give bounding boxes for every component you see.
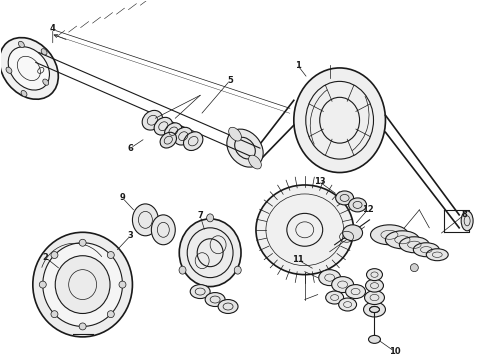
Ellipse shape	[51, 311, 58, 318]
Text: 1: 1	[295, 61, 301, 70]
Ellipse shape	[8, 47, 49, 90]
Ellipse shape	[33, 232, 132, 337]
Ellipse shape	[6, 67, 12, 73]
Ellipse shape	[369, 306, 379, 312]
Text: 3: 3	[127, 231, 133, 240]
Ellipse shape	[51, 252, 58, 258]
Ellipse shape	[365, 291, 385, 305]
Text: 4: 4	[50, 24, 56, 33]
Ellipse shape	[318, 270, 341, 285]
Ellipse shape	[332, 276, 354, 293]
Text: 2: 2	[43, 253, 49, 262]
Ellipse shape	[160, 132, 176, 148]
Ellipse shape	[190, 285, 210, 298]
Ellipse shape	[343, 225, 363, 241]
Ellipse shape	[370, 225, 408, 245]
Text: 12: 12	[362, 206, 373, 215]
Ellipse shape	[248, 155, 261, 169]
Ellipse shape	[107, 311, 114, 318]
Ellipse shape	[326, 291, 343, 304]
Ellipse shape	[205, 293, 225, 306]
Ellipse shape	[207, 214, 214, 222]
Text: 9: 9	[120, 193, 125, 202]
Ellipse shape	[339, 298, 357, 311]
Ellipse shape	[0, 37, 58, 99]
Ellipse shape	[367, 269, 383, 280]
Ellipse shape	[256, 185, 354, 275]
Text: 7: 7	[197, 211, 203, 220]
Ellipse shape	[39, 281, 46, 288]
Ellipse shape	[426, 249, 448, 261]
Ellipse shape	[43, 79, 49, 85]
Ellipse shape	[151, 215, 175, 245]
Ellipse shape	[348, 198, 367, 212]
Ellipse shape	[107, 252, 114, 258]
Ellipse shape	[461, 211, 473, 231]
Ellipse shape	[19, 41, 25, 48]
Text: 6: 6	[127, 144, 133, 153]
Text: 8: 8	[461, 210, 467, 219]
Ellipse shape	[174, 127, 193, 145]
Ellipse shape	[142, 111, 163, 130]
Ellipse shape	[386, 231, 419, 249]
Ellipse shape	[119, 281, 126, 288]
Ellipse shape	[154, 117, 172, 135]
Ellipse shape	[179, 266, 186, 274]
Ellipse shape	[218, 300, 238, 314]
Text: 13: 13	[314, 177, 325, 186]
Ellipse shape	[227, 129, 263, 167]
Ellipse shape	[294, 68, 386, 172]
Text: 5: 5	[227, 76, 233, 85]
Ellipse shape	[399, 237, 429, 253]
Ellipse shape	[21, 90, 27, 97]
Ellipse shape	[364, 302, 386, 317]
Ellipse shape	[368, 336, 380, 343]
Ellipse shape	[55, 256, 110, 314]
Ellipse shape	[165, 123, 182, 140]
Ellipse shape	[414, 243, 439, 257]
Ellipse shape	[229, 127, 242, 141]
Ellipse shape	[366, 279, 384, 292]
Text: 10: 10	[389, 347, 400, 356]
Ellipse shape	[345, 285, 366, 298]
Ellipse shape	[79, 323, 86, 330]
Ellipse shape	[234, 266, 241, 274]
Ellipse shape	[410, 264, 418, 272]
Ellipse shape	[41, 49, 47, 55]
Ellipse shape	[184, 132, 203, 150]
Ellipse shape	[79, 239, 86, 246]
Text: 11: 11	[292, 255, 304, 264]
Ellipse shape	[336, 191, 354, 205]
Ellipse shape	[43, 243, 122, 327]
Ellipse shape	[132, 204, 158, 236]
Ellipse shape	[179, 219, 241, 287]
